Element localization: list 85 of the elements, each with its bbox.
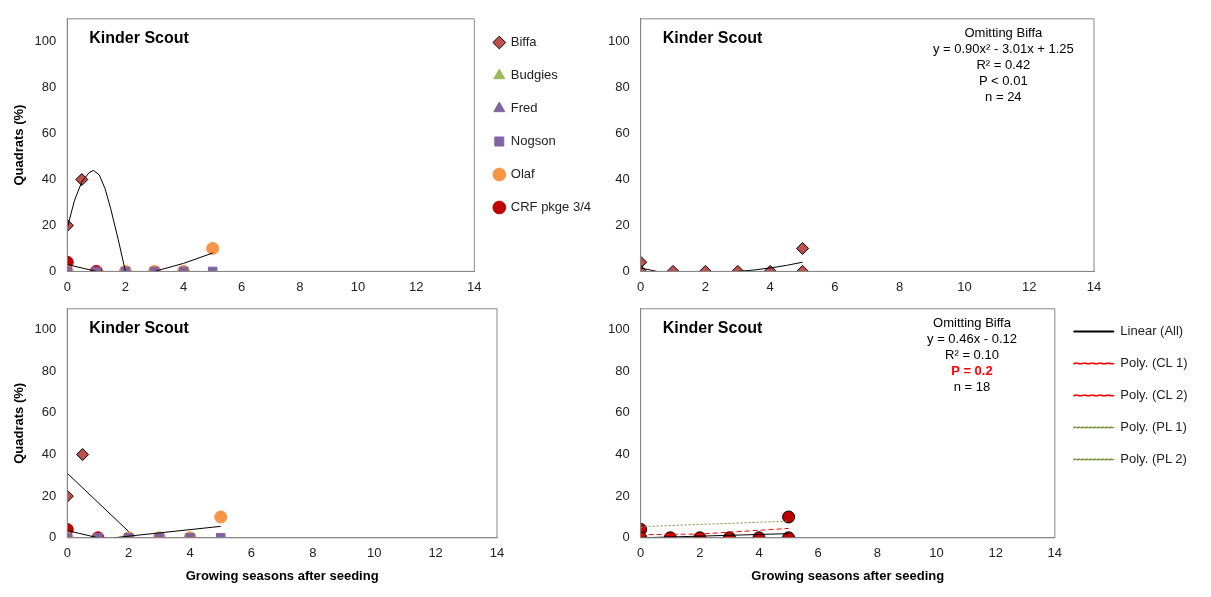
x-tick-label: 8	[296, 278, 304, 294]
legend-label: Poly. (CL 2)	[1120, 387, 1188, 403]
x-tick-label: 10	[350, 278, 366, 294]
y-tick-label: 0	[622, 529, 630, 545]
legend-label: Olaf	[510, 166, 536, 182]
x-tick-label: 2	[696, 545, 704, 561]
y-axis-title: Quadrats (%)	[11, 104, 27, 186]
annotation: y = 0.90x² - 3.01x + 1.25	[932, 40, 1074, 56]
legend-label: CRF pkge 3/4	[510, 199, 591, 215]
legend-label: Biffa	[510, 34, 538, 50]
legend-label: Fred	[510, 100, 538, 116]
legend-label: Poly. (PL 2)	[1120, 451, 1187, 467]
y-tick-label: 80	[615, 79, 630, 95]
x-tick-label: 0	[637, 278, 645, 294]
y-tick-label: 100	[607, 321, 630, 337]
annotation: P < 0.01	[979, 72, 1028, 88]
x-tick-label: 8	[309, 545, 317, 561]
y-axis-title: Quadrats (%)	[11, 382, 27, 464]
legend-label: Poly. (PL 1)	[1120, 419, 1187, 435]
y-tick-label: 20	[41, 487, 57, 503]
y-tick-label: 100	[607, 33, 630, 49]
y-tick-label: 80	[41, 79, 57, 95]
annotation: n = 18	[953, 378, 991, 394]
text: Kinder Scout	[89, 29, 190, 47]
y-tick-label: 60	[41, 125, 57, 141]
x-tick-label: 2	[701, 278, 710, 294]
y-tick-label: 60	[615, 125, 630, 141]
x-tick-label: 6	[814, 545, 822, 561]
x-tick-label: 0	[63, 278, 71, 294]
annotation: y = 0.46x - 0.12	[927, 330, 1017, 346]
annotation: R² = 0.42	[976, 56, 1031, 72]
text: Kinder Scout	[662, 319, 763, 337]
x-tick-label: 8	[896, 278, 904, 294]
annotation: R² = 0.10	[945, 346, 999, 362]
annotation: Omitting Biffa	[964, 24, 1043, 40]
y-tick-label: 0	[49, 262, 57, 278]
y-tick-label: 100	[34, 33, 57, 49]
x-tick-label: 12	[408, 278, 424, 294]
legend-label: Poly. (CL 1)	[1120, 355, 1188, 371]
y-tick-label: 0	[622, 262, 630, 278]
x-tick-label: 10	[957, 278, 972, 294]
y-tick-label: 40	[41, 446, 57, 462]
y-tick-label: 40	[615, 446, 630, 462]
x-tick-label: 14	[1086, 278, 1102, 294]
x-tick-label: 0	[63, 545, 71, 561]
text: Kinder Scout	[89, 319, 190, 337]
x-tick-label: 6	[831, 278, 839, 294]
y-tick-label: 100	[34, 321, 57, 337]
legend-label: Budgies	[510, 67, 559, 83]
x-tick-label: 12	[1022, 278, 1037, 294]
y-tick-label: 60	[615, 404, 630, 420]
x-tick-label: 8	[873, 545, 881, 561]
x-tick-label: 2	[121, 278, 130, 294]
x-tick-label: 10	[366, 545, 382, 561]
y-tick-label: 20	[615, 487, 630, 503]
y-tick-label: 60	[41, 404, 57, 420]
y-tick-label: 80	[41, 362, 57, 378]
x-tick-label: 14	[1047, 545, 1063, 561]
y-tick-label: 20	[615, 217, 630, 233]
text: Kinder Scout	[662, 29, 763, 47]
x-tick-label: 4	[766, 278, 774, 294]
annotation: n = 24	[985, 88, 1022, 104]
annotation: Omitting Biffa	[933, 314, 1012, 330]
x-tick-label: 6	[238, 278, 246, 294]
x-tick-label: 14	[489, 545, 505, 561]
x-tick-label: 10	[929, 545, 944, 561]
x-tick-label: 2	[125, 545, 133, 561]
annotation: P = 0.2	[951, 362, 993, 378]
x-tick-label: 0	[637, 545, 645, 561]
x-tick-label: 4	[755, 545, 763, 561]
x-tick-label: 6	[247, 545, 256, 561]
y-tick-label: 40	[41, 171, 57, 187]
y-tick-label: 20	[41, 217, 57, 233]
y-tick-label: 40	[615, 171, 630, 187]
y-tick-label: 0	[49, 529, 57, 545]
x-axis-title: Growing seasons after seeding	[185, 567, 379, 583]
legend-label: Linear (All)	[1120, 323, 1184, 339]
x-tick-label: 12	[988, 545, 1003, 561]
x-tick-label: 12	[428, 545, 443, 561]
x-tick-label: 14	[467, 278, 482, 294]
y-tick-label: 80	[615, 362, 630, 378]
x-axis-title: Growing seasons after seeding	[751, 567, 945, 583]
x-tick-label: 4	[179, 278, 188, 294]
legend-label: Nogson	[510, 133, 556, 149]
x-tick-label: 4	[186, 545, 194, 561]
